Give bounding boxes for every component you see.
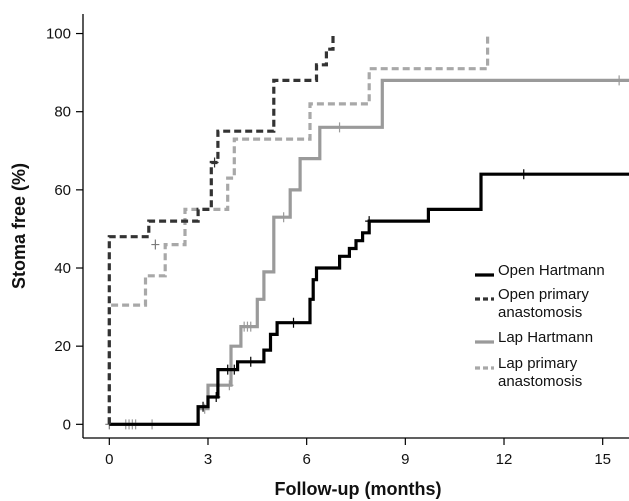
series-line-lap-hartmann (109, 78, 629, 426)
legend-label-lap-primary-line2: anastomosis (498, 373, 582, 390)
y-tick-label: 0 (63, 416, 71, 433)
x-tick-label: 12 (496, 451, 513, 468)
censor-mark-open-hartmann (365, 216, 374, 227)
y-tick-label: 60 (54, 182, 71, 199)
legend-label-open-primary-anastomosis: Open primary anastomosis (498, 286, 593, 321)
censor-mark-lap-hartmann (615, 75, 624, 86)
x-tick-label: 6 (302, 451, 310, 468)
x-tick-label: 3 (204, 451, 212, 468)
censor-mark-open-hartmann (230, 364, 239, 375)
y-tick-label: 100 (46, 26, 71, 43)
legend-label-lap-hartmann: Lap Hartmann (498, 329, 593, 346)
censor-mark-lap-hartmann (246, 321, 255, 332)
legend: Open Hartmann Open primary anastomosis L… (475, 262, 605, 390)
y-tick-label: 20 (54, 338, 71, 355)
legend-label-open-primary-line2: anastomosis (498, 304, 582, 321)
censor-mark-open-hartmann (212, 391, 221, 402)
censor-mark-open-hartmann (246, 356, 255, 367)
y-tick-label: 40 (54, 260, 71, 277)
x-tick-label: 9 (401, 451, 409, 468)
x-axis-ticks: 0 3 6 9 12 15 (105, 438, 611, 468)
x-tick-label: 0 (105, 451, 113, 468)
series-line-lap-primary-anastomosis (107, 33, 490, 425)
censor-mark-lap-hartmann (335, 122, 344, 133)
legend-label-open-hartmann: Open Hartmann (498, 262, 605, 279)
x-tick-label: 15 (594, 451, 611, 468)
censor-mark-open-hartmann (519, 169, 528, 180)
y-axis-title: Stoma free (%) (9, 163, 29, 289)
series-layer (105, 33, 629, 430)
series-line-open-hartmann (109, 172, 629, 426)
legend-label-open-primary-line1: Open primary (498, 286, 589, 303)
x-axis-title: Follow-up (months) (275, 479, 442, 499)
series-line-open-primary-anastomosis (107, 33, 335, 425)
legend-label-lap-primary-anastomosis: Lap primary anastomosis (498, 355, 582, 390)
censor-mark-open-hartmann (289, 317, 298, 328)
censor-mark-lap-hartmann (279, 212, 288, 223)
y-tick-label: 80 (54, 104, 71, 121)
censor-mark-lap-hartmann (225, 380, 234, 391)
censor-mark-lap-primary-anastomosis (151, 239, 160, 250)
censor-mark-open-hartmann (199, 401, 208, 412)
censor-mark-open-primary-anastomosis (210, 157, 219, 168)
y-axis-ticks: 0 20 40 60 80 100 (46, 26, 83, 433)
legend-label-lap-primary-line1: Lap primary (498, 355, 578, 372)
